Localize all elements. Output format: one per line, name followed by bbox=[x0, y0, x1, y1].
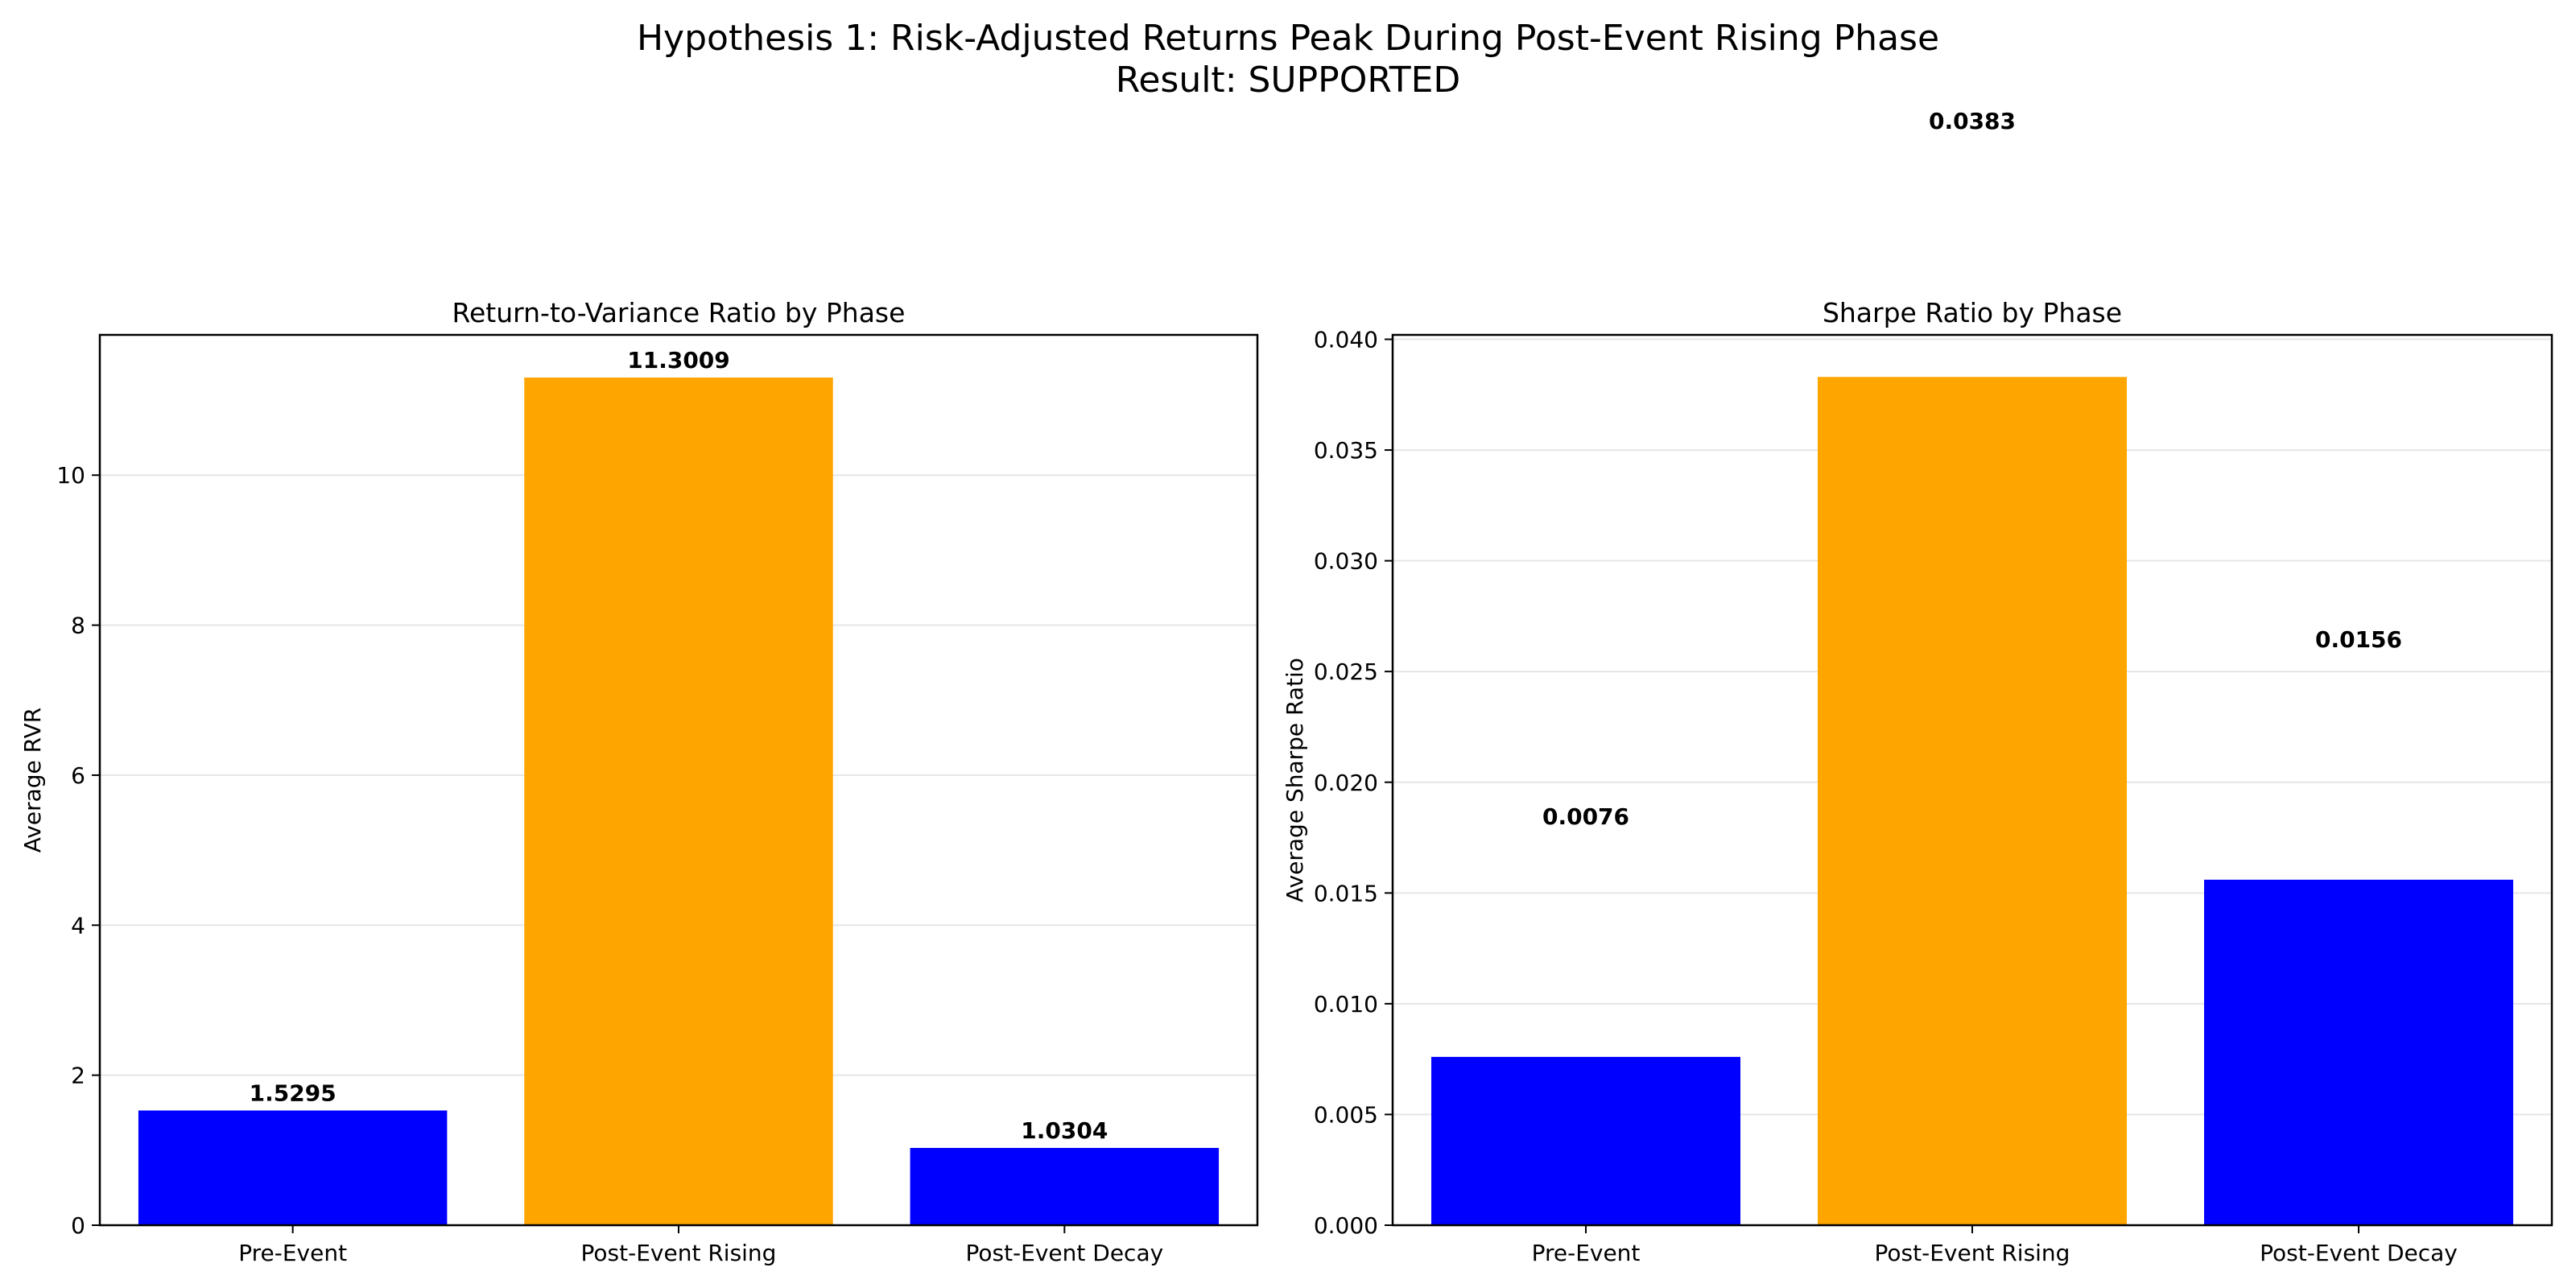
chart2-bar-2 bbox=[1818, 377, 2127, 1225]
chart1-value-label-2: 11.3009 bbox=[627, 347, 730, 374]
chart1-axes-frame bbox=[98, 333, 1259, 1227]
chart2-ytick-label: 0.005 bbox=[1314, 1101, 1378, 1128]
chart2-title: Sharpe Ratio by Phase bbox=[1823, 297, 2122, 328]
chart2-ytick-label: 0.015 bbox=[1314, 880, 1378, 906]
chart1-ytick-label: 2 bbox=[71, 1063, 85, 1089]
chart1-bar-2 bbox=[524, 378, 833, 1225]
chart1-ytick-label: 4 bbox=[71, 912, 85, 939]
figure-title-line1: Hypothesis 1: Risk-Adjusted Returns Peak… bbox=[636, 18, 1940, 59]
chart2-xtick-label: Post-Event Decay bbox=[2260, 1240, 2458, 1266]
chart1-bar-1 bbox=[138, 1110, 448, 1225]
chart2-value-label-1: 0.0076 bbox=[1542, 803, 1629, 830]
chart1-xtick-label: Post-Event Decay bbox=[965, 1240, 1163, 1266]
chart2-ytick-label: 0.010 bbox=[1314, 991, 1378, 1018]
chart1-xtick-label: Pre-Event bbox=[238, 1240, 347, 1266]
chart1-ytick-label: 10 bbox=[56, 462, 85, 489]
chart1-title: Return-to-Variance Ratio by Phase bbox=[452, 297, 906, 328]
chart2-bar-1 bbox=[1431, 1056, 1740, 1225]
chart2-value-label-2: 0.0383 bbox=[1929, 108, 2016, 134]
chart2-ytick-label: 0.025 bbox=[1314, 658, 1378, 685]
chart2-ytick-label: 0.040 bbox=[1314, 327, 1378, 353]
chart1-ytick-label: 0 bbox=[71, 1212, 85, 1239]
chart2-ylabel: Average Sharpe Ratio bbox=[1282, 658, 1308, 902]
chart2-bar-3 bbox=[2204, 879, 2513, 1225]
chart2-ytick-label: 0.030 bbox=[1314, 548, 1378, 575]
chart2-axes-frame bbox=[1391, 333, 2553, 1227]
chart2-ytick-label: 0.000 bbox=[1314, 1212, 1378, 1239]
chart2-value-label-3: 0.0156 bbox=[2315, 626, 2402, 653]
chart2-ytick-label: 0.020 bbox=[1314, 770, 1378, 796]
chart1-ytick-label: 8 bbox=[71, 613, 85, 639]
chart1-bar-3 bbox=[910, 1147, 1220, 1225]
chart1-xtick-label: Post-Event Rising bbox=[581, 1240, 777, 1266]
figure-title-line2: Result: SUPPORTED bbox=[1115, 60, 1461, 101]
chart2-xtick-label: Post-Event Rising bbox=[1875, 1240, 2070, 1266]
chart1-value-label-1: 1.5295 bbox=[250, 1080, 336, 1106]
figure-title: Hypothesis 1: Risk-Adjusted Returns Peak… bbox=[0, 18, 2576, 101]
chart1-ytick-label: 6 bbox=[71, 762, 85, 789]
chart1-ylabel: Average RVR bbox=[19, 708, 46, 852]
chart2-ytick-label: 0.035 bbox=[1314, 437, 1378, 464]
chart1-value-label-3: 1.0304 bbox=[1021, 1117, 1108, 1144]
chart2-xtick-label: Pre-Event bbox=[1532, 1240, 1641, 1266]
